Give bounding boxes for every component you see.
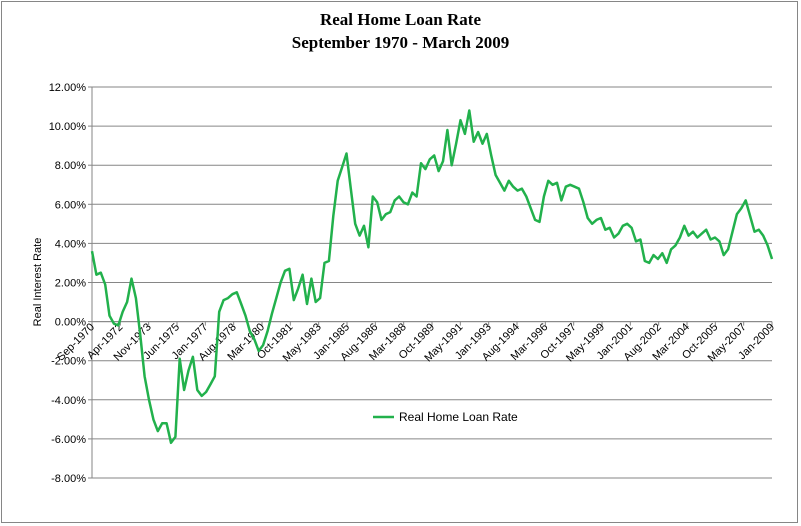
y-tick-label: -8.00% [51,473,86,485]
series-layer [90,109,774,445]
chart-title: Real Home Loan Rate [319,10,481,29]
y-tick-label: 6.00% [55,199,86,211]
y-tick-labels: -8.00% -6.00% -4.00% -2.00% 0.00% 2.00% 4.00% 6… [49,82,87,485]
y-axis-label: Real Interest Rate [32,238,44,327]
y-tick-label: -4.00% [51,395,86,407]
y-tick-label: 8.00% [55,160,86,172]
y-tick-label: 0.00% [55,317,86,329]
y-tick-label: 12.00% [49,82,87,94]
y-tick-label: -2.00% [51,356,86,368]
legend: Real Home Loan Rate [373,410,518,424]
y-tick-label: 10.00% [49,121,87,133]
y-tick-label: 2.00% [55,278,86,290]
axes [88,86,773,479]
y-tick-label: 4.00% [55,238,86,250]
chart-subtitle: September 1970 - March 2009 [291,33,510,52]
x-tick-labels: Sep-1970Apr-1972Nov-1973Jun-1975Jan-1977… [55,321,777,364]
y-tick-label: -6.00% [51,434,86,446]
legend-label: Real Home Loan Rate [399,410,518,424]
series-line-real-home-loan-rate [90,109,774,445]
